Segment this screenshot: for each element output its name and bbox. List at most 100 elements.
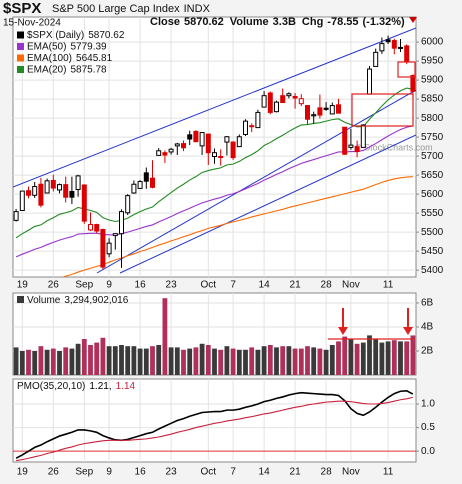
highlight-box	[397, 61, 416, 78]
volume-bar	[125, 346, 131, 375]
volume-bar	[112, 346, 118, 375]
trend-line	[96, 89, 416, 274]
change-value: -78.55	[327, 16, 358, 28]
y-tick-label: 6B	[421, 298, 434, 309]
volume-label: Volume	[230, 16, 269, 28]
price-series	[13, 35, 416, 277]
candle-body	[305, 105, 310, 120]
volume-bar	[218, 349, 224, 375]
volume-value: 3.3B	[273, 16, 296, 28]
y-tick-label: 2B	[421, 346, 434, 357]
annotations	[328, 61, 416, 340]
y-tick-label: 6000	[421, 37, 444, 48]
close-label: Close	[150, 16, 180, 28]
volume-bar	[329, 344, 335, 375]
volume-bar	[168, 347, 174, 375]
candle-body	[88, 224, 93, 231]
x-tick-label: 19	[17, 280, 29, 291]
candle-body	[106, 242, 112, 255]
arrow-head	[338, 327, 348, 335]
volume-bar	[336, 341, 341, 375]
legend-entry: EMA(50) 5779.39	[27, 41, 107, 52]
candle-body	[131, 183, 137, 194]
candle-body	[32, 186, 38, 196]
x-tick-label: 16	[135, 467, 147, 478]
y-tick-label: 4B	[421, 322, 434, 333]
x-tick-label: 21	[290, 280, 302, 291]
candle-body	[398, 46, 403, 49]
x-tick-label: 14	[259, 467, 271, 478]
x-tick-label: 26	[48, 467, 60, 478]
legend-separator: ,	[109, 381, 112, 392]
security-name: S&P 500 Large Cap Index INDX	[52, 3, 211, 15]
trend-lines	[13, 27, 416, 274]
legend-name: EMA(50)	[27, 41, 66, 52]
candle-body	[336, 104, 341, 114]
x-tick-label: 26	[48, 280, 60, 291]
legend-name: Volume	[27, 295, 61, 306]
candle-body	[379, 43, 385, 52]
volume-bar	[106, 346, 112, 375]
volume-bar	[57, 350, 62, 375]
volume-bar	[81, 338, 87, 375]
candle-body	[323, 107, 329, 110]
candle-body	[156, 150, 162, 156]
candle-body	[13, 211, 19, 221]
candle-body	[385, 39, 391, 43]
candle-body	[286, 93, 292, 97]
volume-bar	[348, 338, 354, 375]
legend-swatch	[17, 54, 24, 62]
y-tick-label: 5600	[421, 189, 444, 200]
volume-bar	[261, 346, 267, 375]
volume-bar	[50, 348, 56, 375]
y-tick-label: 0.0	[421, 446, 435, 457]
candle-body	[38, 183, 44, 206]
candle-body	[174, 143, 180, 147]
legend-entry: Volume 3,294,902,016	[27, 295, 129, 306]
candle-body	[267, 92, 273, 113]
candle-body	[329, 105, 335, 115]
candle-body	[404, 45, 410, 62]
down-triangle	[409, 17, 417, 23]
volume-bar	[32, 350, 38, 375]
candle-body	[298, 98, 304, 105]
x-tick-label: 28	[321, 280, 333, 291]
volume-bar	[249, 347, 255, 375]
candle-body	[236, 136, 242, 148]
x-tick-label: Oct	[201, 467, 217, 478]
volume-bar	[317, 348, 323, 375]
legend-name: EMA(20)	[27, 64, 66, 75]
volume-bar	[391, 340, 397, 375]
x-tick-label: Sep	[75, 280, 93, 291]
candle-body	[360, 124, 366, 148]
volume-series	[13, 298, 416, 375]
change-label: Chg	[302, 16, 323, 28]
y-tick-label: 5650	[421, 170, 444, 181]
legend-title: PMO(35,20,10)	[17, 381, 85, 392]
legend-value: 1.21	[89, 381, 109, 392]
highlight-box	[351, 93, 414, 127]
candle-body	[311, 114, 317, 117]
symbol: $SPX	[3, 0, 41, 17]
x-tick-label: Sep	[75, 467, 93, 478]
volume-bar	[385, 341, 391, 375]
x-tick-label: 16	[135, 280, 147, 291]
marks	[13, 35, 416, 462]
candle-body	[81, 184, 87, 222]
volume-bar	[243, 349, 248, 375]
date: 15-Nov-2024	[3, 18, 61, 29]
volume-bar	[38, 346, 44, 375]
legend-name: EMA(100)	[27, 53, 72, 64]
legend-value: 5870.62	[88, 30, 125, 41]
name: S&P 500 Large Cap Index	[52, 3, 180, 15]
candle-body	[63, 184, 69, 198]
volume-bar	[75, 343, 81, 375]
x-tick-label: 9	[106, 467, 112, 478]
candle-body	[125, 195, 131, 214]
y-tick-label: 5800	[421, 113, 444, 124]
candle-body	[119, 211, 124, 235]
exchange: INDX	[184, 3, 211, 15]
legend-entry: $SPX (Daily) 5870.62	[27, 30, 125, 41]
volume-bar	[143, 348, 149, 375]
